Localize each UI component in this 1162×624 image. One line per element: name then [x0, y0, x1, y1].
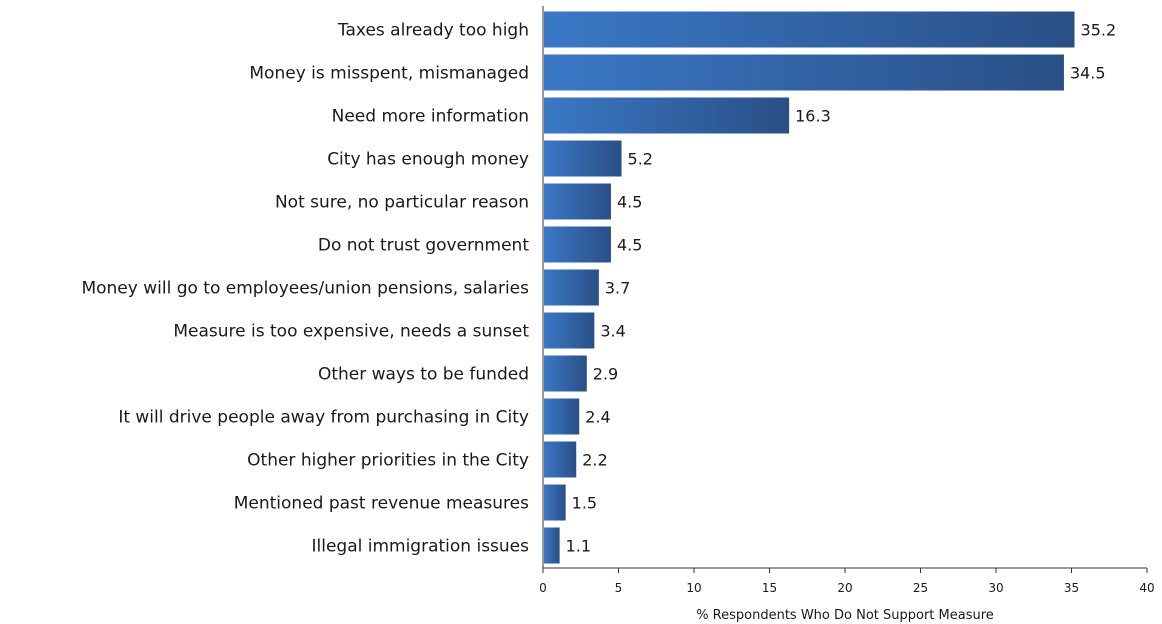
category-label: Not sure, no particular reason: [275, 193, 529, 213]
bar: [544, 355, 587, 392]
x-tick-label: 10: [686, 581, 701, 595]
value-label: 3.4: [600, 322, 625, 341]
category-label: Money is misspent, mismanaged: [249, 64, 529, 84]
bar: [544, 226, 611, 263]
category-label: Illegal immigration issues: [311, 537, 529, 557]
x-axis-title: % Respondents Who Do Not Support Measure: [696, 608, 994, 623]
bar: [544, 11, 1075, 48]
category-label: City has enough money: [327, 150, 529, 170]
bar: [544, 484, 566, 521]
value-label: 2.2: [582, 451, 607, 470]
value-label: 1.5: [572, 494, 597, 513]
category-label: Measure is too expensive, needs a sunset: [173, 322, 529, 342]
value-label: 1.1: [566, 537, 591, 556]
value-label: 5.2: [628, 150, 653, 169]
category-label: Need more information: [332, 107, 529, 127]
x-tick-label: 30: [988, 581, 1003, 595]
value-label: 2.9: [593, 365, 618, 384]
bar: [544, 183, 611, 220]
bar: [544, 140, 622, 177]
x-tick-label: 40: [1139, 581, 1154, 595]
category-label: Money will go to employees/union pension…: [81, 279, 529, 299]
category-label: Other ways to be funded: [318, 365, 529, 385]
x-tick-label: 35: [1064, 581, 1079, 595]
x-axis-ticks: 0 5 10 15 20 25 30 35 40: [539, 568, 1155, 595]
bar: [544, 312, 595, 349]
x-tick-label: 5: [615, 581, 623, 595]
category-label: Do not trust government: [318, 236, 529, 256]
category-label: Other higher priorities in the City: [247, 451, 529, 471]
value-label: 3.7: [605, 279, 630, 298]
value-labels: 35.2 34.5 16.3 5.2 4.5 4.5 3.7 3.4 2.9 2.4 2.2 1.5 1…: [566, 21, 1117, 556]
category-label: Mentioned past revenue measures: [234, 494, 529, 514]
value-label: 34.5: [1070, 64, 1106, 83]
bar: [544, 54, 1064, 91]
bar: [544, 269, 599, 306]
value-label: 4.5: [617, 193, 642, 212]
bar: [544, 398, 580, 435]
category-label: It will drive people away from purchasin…: [118, 408, 529, 428]
category-label: Taxes already too high: [337, 21, 529, 41]
value-label: 35.2: [1081, 21, 1117, 40]
bar: [544, 527, 560, 564]
x-tick-label: 25: [913, 581, 928, 595]
value-label: 4.5: [617, 236, 642, 255]
value-label: 16.3: [795, 107, 831, 126]
bars-layer: [544, 11, 1075, 564]
x-tick-label: 15: [762, 581, 777, 595]
value-label: 2.4: [585, 408, 610, 427]
bar: [544, 441, 577, 478]
bar: [544, 97, 790, 134]
category-labels: Taxes already too high Money is misspent,…: [81, 21, 529, 557]
x-tick-label: 0: [539, 581, 547, 595]
x-tick-label: 20: [837, 581, 852, 595]
